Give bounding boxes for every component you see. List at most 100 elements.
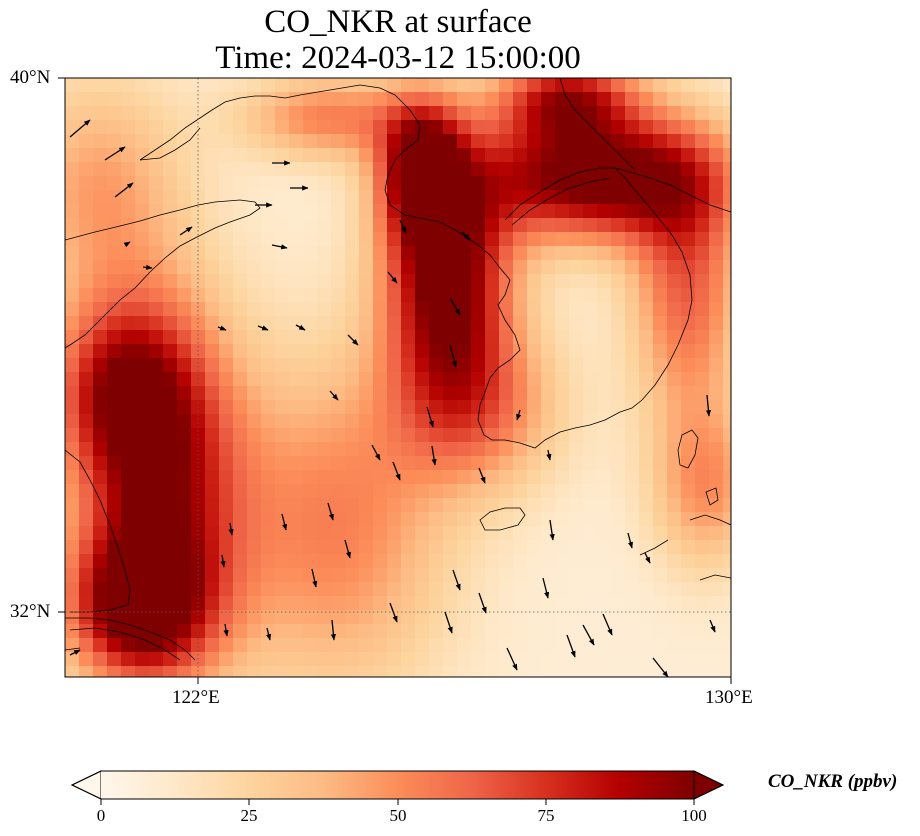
- field-cell: [639, 624, 654, 639]
- field-cell: [387, 526, 402, 541]
- field-cell: [485, 666, 500, 677]
- field-cell: [723, 92, 731, 107]
- field-cell: [611, 232, 626, 247]
- field-cell: [555, 358, 570, 373]
- field-cell: [65, 204, 80, 219]
- field-cell: [387, 498, 402, 513]
- field-cell: [583, 92, 598, 107]
- field-cell: [415, 120, 430, 135]
- field-cell: [135, 596, 150, 611]
- field-cell: [625, 554, 640, 569]
- field-cell: [513, 512, 528, 527]
- wind-arrow: [426, 406, 434, 428]
- field-cell: [527, 78, 542, 93]
- field-cell: [541, 260, 556, 275]
- field-cell: [107, 344, 122, 359]
- field-cell: [709, 134, 724, 149]
- field-cell: [93, 638, 108, 653]
- field-cell: [331, 498, 346, 513]
- field-cell: [583, 400, 598, 415]
- field-cell: [555, 274, 570, 289]
- field-cell: [499, 568, 514, 583]
- field-cell: [233, 92, 248, 107]
- field-cell: [401, 106, 416, 121]
- field-cell: [471, 554, 486, 569]
- field-cell: [513, 92, 528, 107]
- field-cell: [289, 120, 304, 135]
- field-cell: [261, 260, 276, 275]
- field-cell: [471, 596, 486, 611]
- field-cell: [149, 190, 164, 205]
- field-cell: [541, 400, 556, 415]
- field-cell: [569, 218, 584, 233]
- field-cell: [611, 400, 626, 415]
- field-cell: [723, 316, 731, 331]
- field-cell: [443, 540, 458, 555]
- field-cell: [527, 428, 542, 443]
- field-cell: [499, 302, 514, 317]
- field-cell: [415, 638, 430, 653]
- field-cell: [387, 428, 402, 443]
- wind-arrow: [311, 568, 318, 588]
- field-cell: [387, 456, 402, 471]
- field-cell: [121, 190, 136, 205]
- field-cell: [275, 540, 290, 555]
- field-cell: [317, 428, 332, 443]
- field-cell: [247, 148, 262, 163]
- field-cell: [555, 400, 570, 415]
- field-cell: [401, 414, 416, 429]
- wind-arrow: [69, 119, 91, 138]
- field-cell: [723, 148, 731, 163]
- field-cell: [233, 638, 248, 653]
- field-cell: [653, 624, 668, 639]
- field-cell: [107, 106, 122, 121]
- field-cell: [93, 526, 108, 541]
- field-cell: [401, 596, 416, 611]
- field-cell: [457, 92, 472, 107]
- field-cell: [387, 330, 402, 345]
- field-cell: [583, 526, 598, 541]
- field-cell: [79, 400, 94, 415]
- field-cell: [65, 414, 80, 429]
- wind-arrow: [705, 394, 712, 417]
- field-cell: [611, 106, 626, 121]
- field-cell: [443, 246, 458, 261]
- field-cell: [205, 442, 220, 457]
- field-cell: [485, 554, 500, 569]
- field-cell: [625, 316, 640, 331]
- field-cell: [583, 428, 598, 443]
- field-cell: [135, 456, 150, 471]
- field-cell: [569, 134, 584, 149]
- field-cell: [261, 120, 276, 135]
- field-cell: [639, 652, 654, 667]
- field-cell: [639, 610, 654, 625]
- field-cell: [107, 652, 122, 667]
- field-cell: [541, 106, 556, 121]
- field-cell: [163, 442, 178, 457]
- field-cell: [555, 204, 570, 219]
- field-cell: [709, 190, 724, 205]
- field-cell: [261, 78, 276, 93]
- field-cell: [639, 442, 654, 457]
- field-cell: [471, 526, 486, 541]
- field-cell: [373, 596, 388, 611]
- field-cell: [681, 400, 696, 415]
- field-cell: [583, 666, 598, 677]
- field-cell: [247, 470, 262, 485]
- field-cell: [597, 638, 612, 653]
- field-cell: [177, 274, 192, 289]
- field-cell: [681, 302, 696, 317]
- field-cell: [289, 204, 304, 219]
- field-cell: [583, 162, 598, 177]
- field-cell: [401, 652, 416, 667]
- field-cell: [443, 162, 458, 177]
- field-cell: [569, 106, 584, 121]
- field-cell: [541, 232, 556, 247]
- field-cell: [415, 666, 430, 677]
- field-cell: [345, 428, 360, 443]
- field-cell: [205, 484, 220, 499]
- field-cell: [93, 176, 108, 191]
- field-cell: [625, 274, 640, 289]
- field-cell: [303, 92, 318, 107]
- field-cell: [373, 274, 388, 289]
